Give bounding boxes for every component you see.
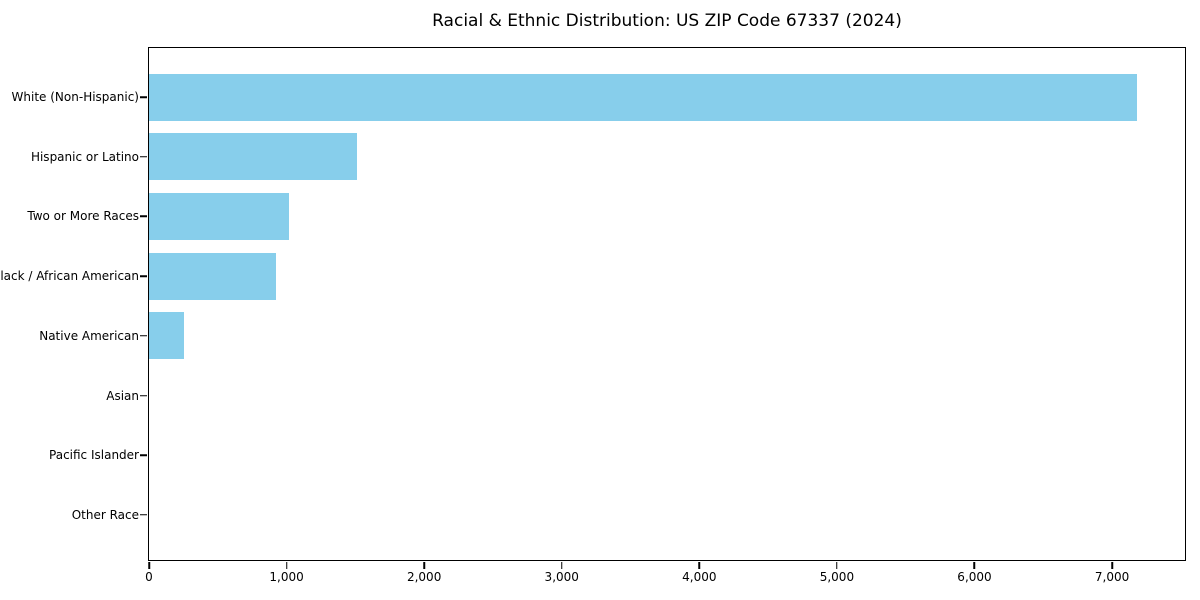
y-axis-label-asian: Asian [106, 388, 139, 403]
y-axis-tick [140, 394, 147, 397]
y-axis-label-black-african-american: Black / African American [0, 269, 139, 284]
x-axis-tick [698, 562, 701, 569]
y-axis-tick [140, 155, 147, 158]
y-axis-label-native-american: Native American [39, 328, 139, 343]
y-axis-tick [140, 215, 147, 218]
x-axis-tick [560, 562, 563, 569]
x-axis-tick-label: 1,000 [269, 570, 304, 584]
y-axis-label-pacific-islander: Pacific Islander [49, 448, 139, 463]
y-axis-tick [140, 335, 147, 337]
x-axis-tick-label: 3,000 [544, 570, 579, 584]
x-axis-tick [285, 562, 288, 569]
bar-hispanic-or-latino [149, 133, 358, 181]
x-axis-tick [423, 562, 425, 569]
x-axis-tick-label: 2,000 [406, 570, 442, 584]
x-axis-tick [1111, 562, 1113, 569]
x-axis-tick-label: 4,000 [682, 570, 717, 584]
y-axis-tick [140, 454, 147, 456]
x-axis-tick-label: 7,000 [1094, 570, 1130, 584]
x-axis-tick [148, 562, 150, 569]
bar-two-or-more-races [149, 192, 289, 240]
x-axis-tick [836, 562, 838, 569]
y-axis-tick [140, 514, 147, 516]
y-axis-tick [140, 96, 147, 98]
x-axis-tick-label: 5,000 [819, 570, 855, 584]
bar-native-american [149, 312, 185, 360]
y-axis-label-two-or-more-races: Two or More Races [27, 209, 139, 224]
plot-area: White (Non-Hispanic) Hispanic or Latino Tw… [0, 47, 1186, 584]
x-axis-tick-label: 6,000 [957, 570, 992, 584]
chart-title: Racial & Ethnic Distribution: US ZIP Cod… [432, 11, 902, 31]
bar-white-non-hispanic [149, 73, 1137, 121]
y-axis-label-hispanic-or-latino: Hispanic or Latino [30, 149, 139, 164]
y-axis-label-white-non-hispanic: White (Non-Hispanic) [11, 90, 139, 104]
x-axis-tick-label: 0 [145, 570, 153, 584]
x-axis-tick [973, 562, 976, 569]
y-axis-label-other-race: Other Race [71, 507, 139, 522]
y-axis-tick [140, 275, 147, 277]
bar-black-african-american [149, 252, 276, 300]
